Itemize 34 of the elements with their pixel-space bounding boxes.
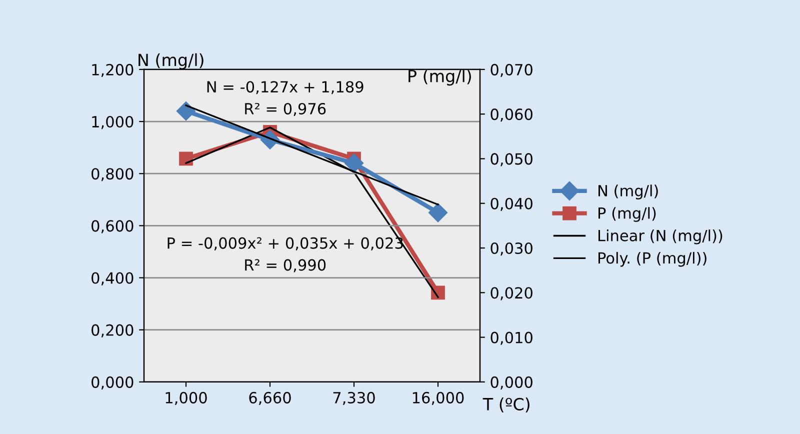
y2-tick-label: 0,030 <box>490 242 532 256</box>
point <box>428 203 448 222</box>
y2-tick-label: 0,040 <box>490 198 532 211</box>
x-tick-label: 1,000 <box>166 392 207 406</box>
y2-tick-label: 0,010 <box>490 332 532 345</box>
legend-label: N (mg/l) <box>598 184 658 200</box>
legend-label: Poly. (P (mg/l)) <box>598 252 706 267</box>
y2-tick-label: 0,070 <box>490 64 532 78</box>
y-tick-label: 1,200 <box>92 64 134 78</box>
y-axis-title: N (mg/l) <box>138 53 204 70</box>
legend-label: Linear (N (mg/l)) <box>598 230 722 244</box>
point <box>179 152 193 166</box>
y2-tick-label: 0,050 <box>490 153 532 166</box>
legend-label: P (mg/l) <box>598 207 656 222</box>
y-tick-label: 0,400 <box>92 272 134 286</box>
y-tick-label: 0,600 <box>92 220 134 234</box>
annotation: R² = 0,976 <box>245 102 326 116</box>
y2-tick-label: 0,020 <box>490 287 532 300</box>
annotation: P = -0,009x² + 0,035x + 0,023 <box>168 237 403 250</box>
y2-axis-title: P (mg/l) <box>408 69 471 86</box>
x-tick-label: 16,000 <box>412 392 464 406</box>
y-tick-label: 1,000 <box>92 116 134 130</box>
annotation: R² = 0,990 <box>245 259 326 272</box>
point <box>176 102 196 121</box>
x-axis-title: T (ºC) <box>482 398 530 412</box>
y-tick-label: 0,000 <box>92 376 134 390</box>
x-tick-label: 7,330 <box>333 392 375 406</box>
annotation: N = -0,127x + 1,189 <box>207 81 364 94</box>
y2-tick-label: 0,060 <box>490 108 532 122</box>
y2-tick-label: 0,000 <box>490 376 532 390</box>
x-tick-label: 6,660 <box>249 392 291 406</box>
point <box>344 154 364 173</box>
y-tick-label: 0,200 <box>92 324 134 338</box>
y-tick-label: 0,800 <box>92 168 134 182</box>
